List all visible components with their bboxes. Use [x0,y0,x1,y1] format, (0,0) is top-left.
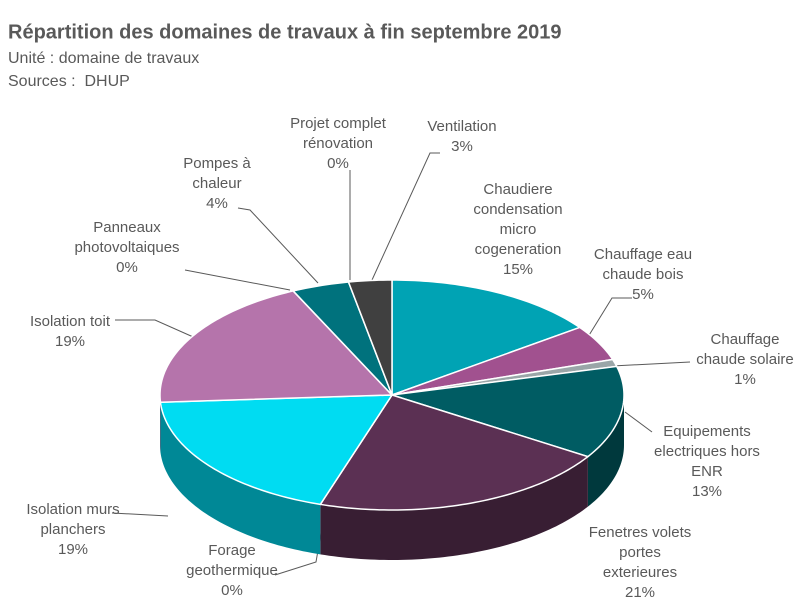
value-label: 19% [58,541,88,558]
leader-lines [111,152,691,576]
pie-side [587,395,624,507]
slice-label: Chauffage eau chaude bois [594,246,692,283]
value-label: 19% [55,333,85,350]
slice-label: Equipements electriques hors ENR [654,423,760,480]
value-label: 15% [503,261,533,278]
pie-side [320,456,588,560]
value-label: 0% [327,155,349,172]
slice-label: Ventilation [427,118,496,135]
pie-tops [159,279,625,511]
slice-label: Projet complet rénovation [290,115,387,152]
pie-slice [391,279,582,397]
value-label: 5% [632,286,654,303]
value-label: 1% [734,371,756,388]
slice-label: Chaudiere condensation micro cogeneration [473,181,562,258]
slice-label: Fenetres volets portes exterieures [589,524,692,581]
pie-slice [391,365,625,458]
pie-slice [159,394,394,506]
value-label: 4% [206,195,228,212]
slice-label: Forage geothermique [186,542,278,579]
value-label: 21% [625,584,655,601]
value-label: 0% [221,582,243,599]
slice-label: Isolation toit [30,313,111,330]
source: Sources : DHUP [8,73,130,90]
value-label: 3% [451,138,473,155]
pie-slice [291,281,393,396]
chart-title: Répartition des domaines de travaux à fi… [8,21,562,43]
pie-side [160,402,321,555]
slice-label: Panneaux photovoltaiques [74,219,179,256]
subtitle: Unité : domaine de travaux [8,50,199,67]
pie-sides [160,395,624,560]
pie-slice [347,279,393,396]
slice-label: Pompes à chaleur [183,155,251,192]
pie-slice [159,290,394,403]
slice-label: Chauffage chaude solaire [696,331,794,368]
pie-slice [319,394,590,511]
slice-label: Isolation murs planchers [26,501,119,538]
value-label: 13% [692,483,722,500]
value-label: 0% [116,259,138,276]
pie-slice [391,326,614,396]
